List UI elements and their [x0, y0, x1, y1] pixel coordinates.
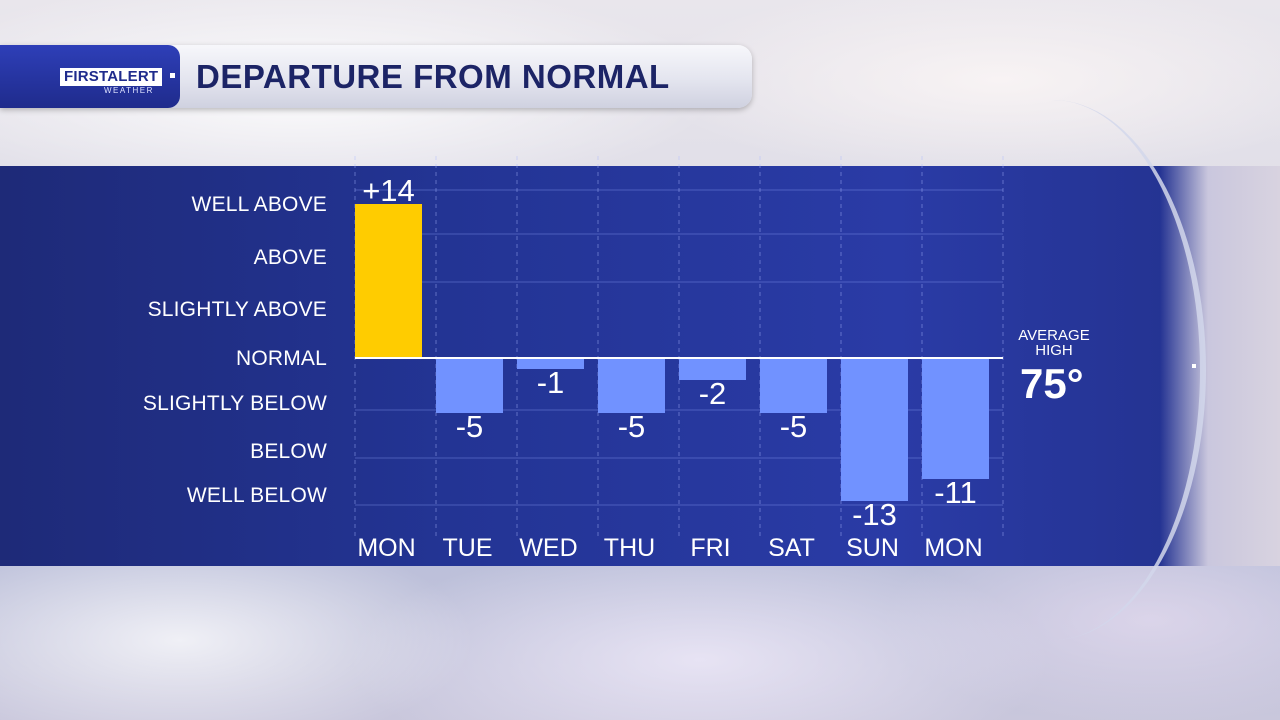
average-high-value: 75° — [1020, 360, 1084, 407]
bar-mon-0 — [355, 204, 422, 358]
logo-dot — [170, 73, 175, 78]
logo-wordmark: FIRSTALERT — [60, 68, 163, 86]
value-label-1: -5 — [456, 409, 484, 444]
y-label-well-below: WELL BELOW — [186, 484, 327, 507]
value-label-3: -5 — [618, 409, 646, 444]
bar-wed-2 — [517, 358, 584, 369]
value-label-7: -11 — [934, 475, 977, 510]
chart-title: DEPARTURE FROM NORMAL — [196, 58, 670, 95]
x-tick-label-7: MON — [924, 534, 982, 562]
bar-thu-3 — [598, 358, 665, 413]
bar-mon-7 — [922, 358, 989, 479]
average-label-line1: AVERAGE — [1018, 327, 1090, 344]
x-tick-label-1: TUE — [443, 534, 493, 562]
y-label-normal: NORMAL — [235, 347, 327, 370]
edge-dot — [1192, 364, 1196, 368]
logo-first: FIRST — [64, 68, 108, 85]
value-label-4: -2 — [699, 376, 727, 411]
logo-alert: ALERT — [107, 68, 159, 85]
value-label-5: -5 — [780, 409, 808, 444]
y-label-slightly-below: SLIGHTLY BELOW — [142, 392, 327, 415]
value-label-6: -13 — [852, 497, 897, 532]
y-label-well-above: WELL ABOVE — [191, 193, 327, 216]
y-label-slightly-above: SLIGHTLY ABOVE — [147, 298, 327, 321]
y-label-above: ABOVE — [253, 246, 327, 269]
bar-sun-6 — [841, 358, 908, 501]
x-tick-label-5: SAT — [768, 534, 815, 562]
x-tick-label-6: SUN — [846, 534, 899, 562]
bar-sat-5 — [760, 358, 827, 413]
value-label-2: -1 — [537, 365, 565, 400]
x-tick-label-3: THU — [604, 534, 655, 562]
x-tick-label-0: MON — [357, 534, 415, 562]
x-tick-label-4: FRI — [690, 534, 730, 562]
average-label-line2: HIGH — [1035, 342, 1073, 359]
panel-arc — [900, 100, 1206, 640]
x-tick-label-2: WED — [519, 534, 577, 562]
value-label-0: +14 — [362, 173, 415, 208]
bar-tue-1 — [436, 358, 503, 413]
y-label-below: BELOW — [250, 440, 327, 463]
bar-fri-4 — [679, 358, 746, 380]
logo-subtitle: WEATHER — [104, 86, 154, 95]
average-high-label: AVERAGE HIGH — [1012, 328, 1096, 358]
